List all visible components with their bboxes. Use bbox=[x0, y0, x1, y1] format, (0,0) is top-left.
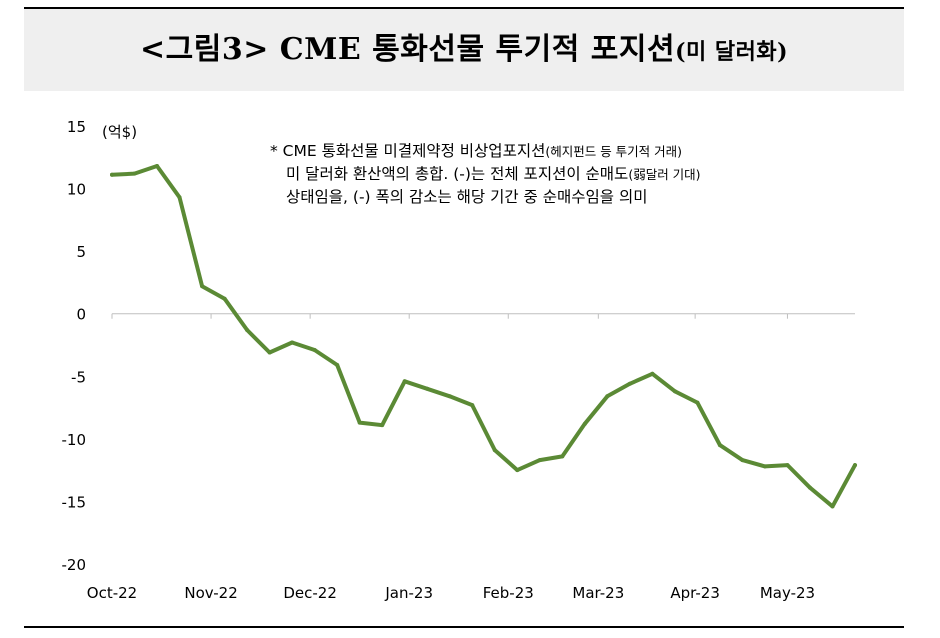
y-tick-label: -10 bbox=[62, 431, 87, 449]
data-point bbox=[785, 463, 790, 468]
data-point bbox=[380, 423, 385, 428]
footnote-line-2: 미 달러화 환산액의 총합. (-)는 전체 포지션이 순매도(弱달러 기대) bbox=[270, 163, 870, 186]
footnote-line-3: 상태임을, (-) 폭의 감소는 해당 기간 중 순매수임을 의미 bbox=[286, 188, 648, 206]
y-tick-label: -15 bbox=[62, 493, 87, 511]
data-point bbox=[627, 381, 632, 386]
x-tick-label: Oct-22 bbox=[87, 584, 137, 602]
x-tick-label: Dec-22 bbox=[283, 584, 337, 602]
data-point bbox=[515, 468, 520, 473]
data-point bbox=[695, 400, 700, 405]
data-point bbox=[155, 164, 160, 169]
x-tick-label: Jan-23 bbox=[384, 584, 433, 602]
data-point bbox=[560, 454, 565, 459]
bottom-rule bbox=[24, 626, 904, 628]
data-point bbox=[650, 371, 655, 376]
data-point bbox=[267, 350, 272, 355]
y-tick-label: 5 bbox=[76, 243, 86, 261]
footnote-line-2-main: 미 달러화 환산액의 총합. (-)는 전체 포지션이 순매도 bbox=[286, 165, 629, 183]
data-point bbox=[717, 443, 722, 448]
data-point bbox=[537, 458, 542, 463]
data-point bbox=[312, 348, 317, 353]
chart-footnote: * CME 통화선물 미결제약정 비상업포지션(헤지펀드 등 투기적 거래) 미… bbox=[270, 140, 870, 208]
data-point bbox=[290, 340, 295, 345]
data-point bbox=[492, 448, 497, 453]
data-point bbox=[222, 296, 227, 301]
data-point bbox=[740, 458, 745, 463]
title-band: <그림3> CME 통화선물 투기적 포지션(미 달러화) bbox=[24, 9, 904, 91]
top-rule bbox=[24, 7, 904, 9]
data-point bbox=[672, 389, 677, 394]
data-point bbox=[605, 394, 610, 399]
data-point bbox=[335, 363, 340, 368]
footnote-line-1-main: * CME 통화선물 미결제약정 비상업포지션 bbox=[270, 142, 546, 160]
chart-title-main: <그림3> CME 통화선물 투기적 포지션 bbox=[139, 32, 676, 67]
y-tick-label: -5 bbox=[71, 368, 86, 386]
chart-title: <그림3> CME 통화선물 투기적 포지션(미 달러화) bbox=[24, 9, 904, 91]
data-point bbox=[447, 394, 452, 399]
y-axis-unit-label: (억$) bbox=[102, 123, 138, 141]
y-tick-label: 10 bbox=[67, 181, 86, 199]
x-tick-label: Nov-22 bbox=[184, 584, 237, 602]
data-point bbox=[582, 421, 587, 426]
data-point bbox=[425, 386, 430, 391]
footnote-line-1: * CME 통화선물 미결제약정 비상업포지션(헤지펀드 등 투기적 거래) bbox=[270, 140, 870, 163]
data-point bbox=[110, 172, 114, 177]
y-tick-label: 15 bbox=[67, 118, 86, 136]
data-point bbox=[762, 464, 767, 469]
data-point bbox=[807, 485, 812, 490]
y-tick-label: -20 bbox=[62, 556, 87, 574]
data-point bbox=[132, 171, 137, 176]
x-tick-label: May-23 bbox=[760, 584, 815, 602]
footnote-line-1-small: (헤지펀드 등 투기적 거래) bbox=[545, 144, 683, 159]
data-point bbox=[177, 195, 182, 200]
data-point bbox=[853, 463, 857, 468]
x-tick-label: Apr-23 bbox=[670, 584, 720, 602]
x-tick-label: Feb-23 bbox=[483, 584, 534, 602]
footnote-line-2-small: (弱달러 기대) bbox=[628, 167, 701, 182]
data-point bbox=[357, 420, 362, 425]
series-line bbox=[110, 164, 857, 509]
data-point bbox=[402, 379, 407, 384]
x-tick-label: Mar-23 bbox=[572, 584, 624, 602]
data-point bbox=[245, 327, 250, 332]
y-tick-label: 0 bbox=[76, 306, 86, 324]
data-point bbox=[200, 284, 205, 289]
data-point bbox=[830, 504, 835, 509]
data-point bbox=[470, 403, 475, 408]
chart-title-sub: (미 달러화) bbox=[675, 39, 789, 65]
